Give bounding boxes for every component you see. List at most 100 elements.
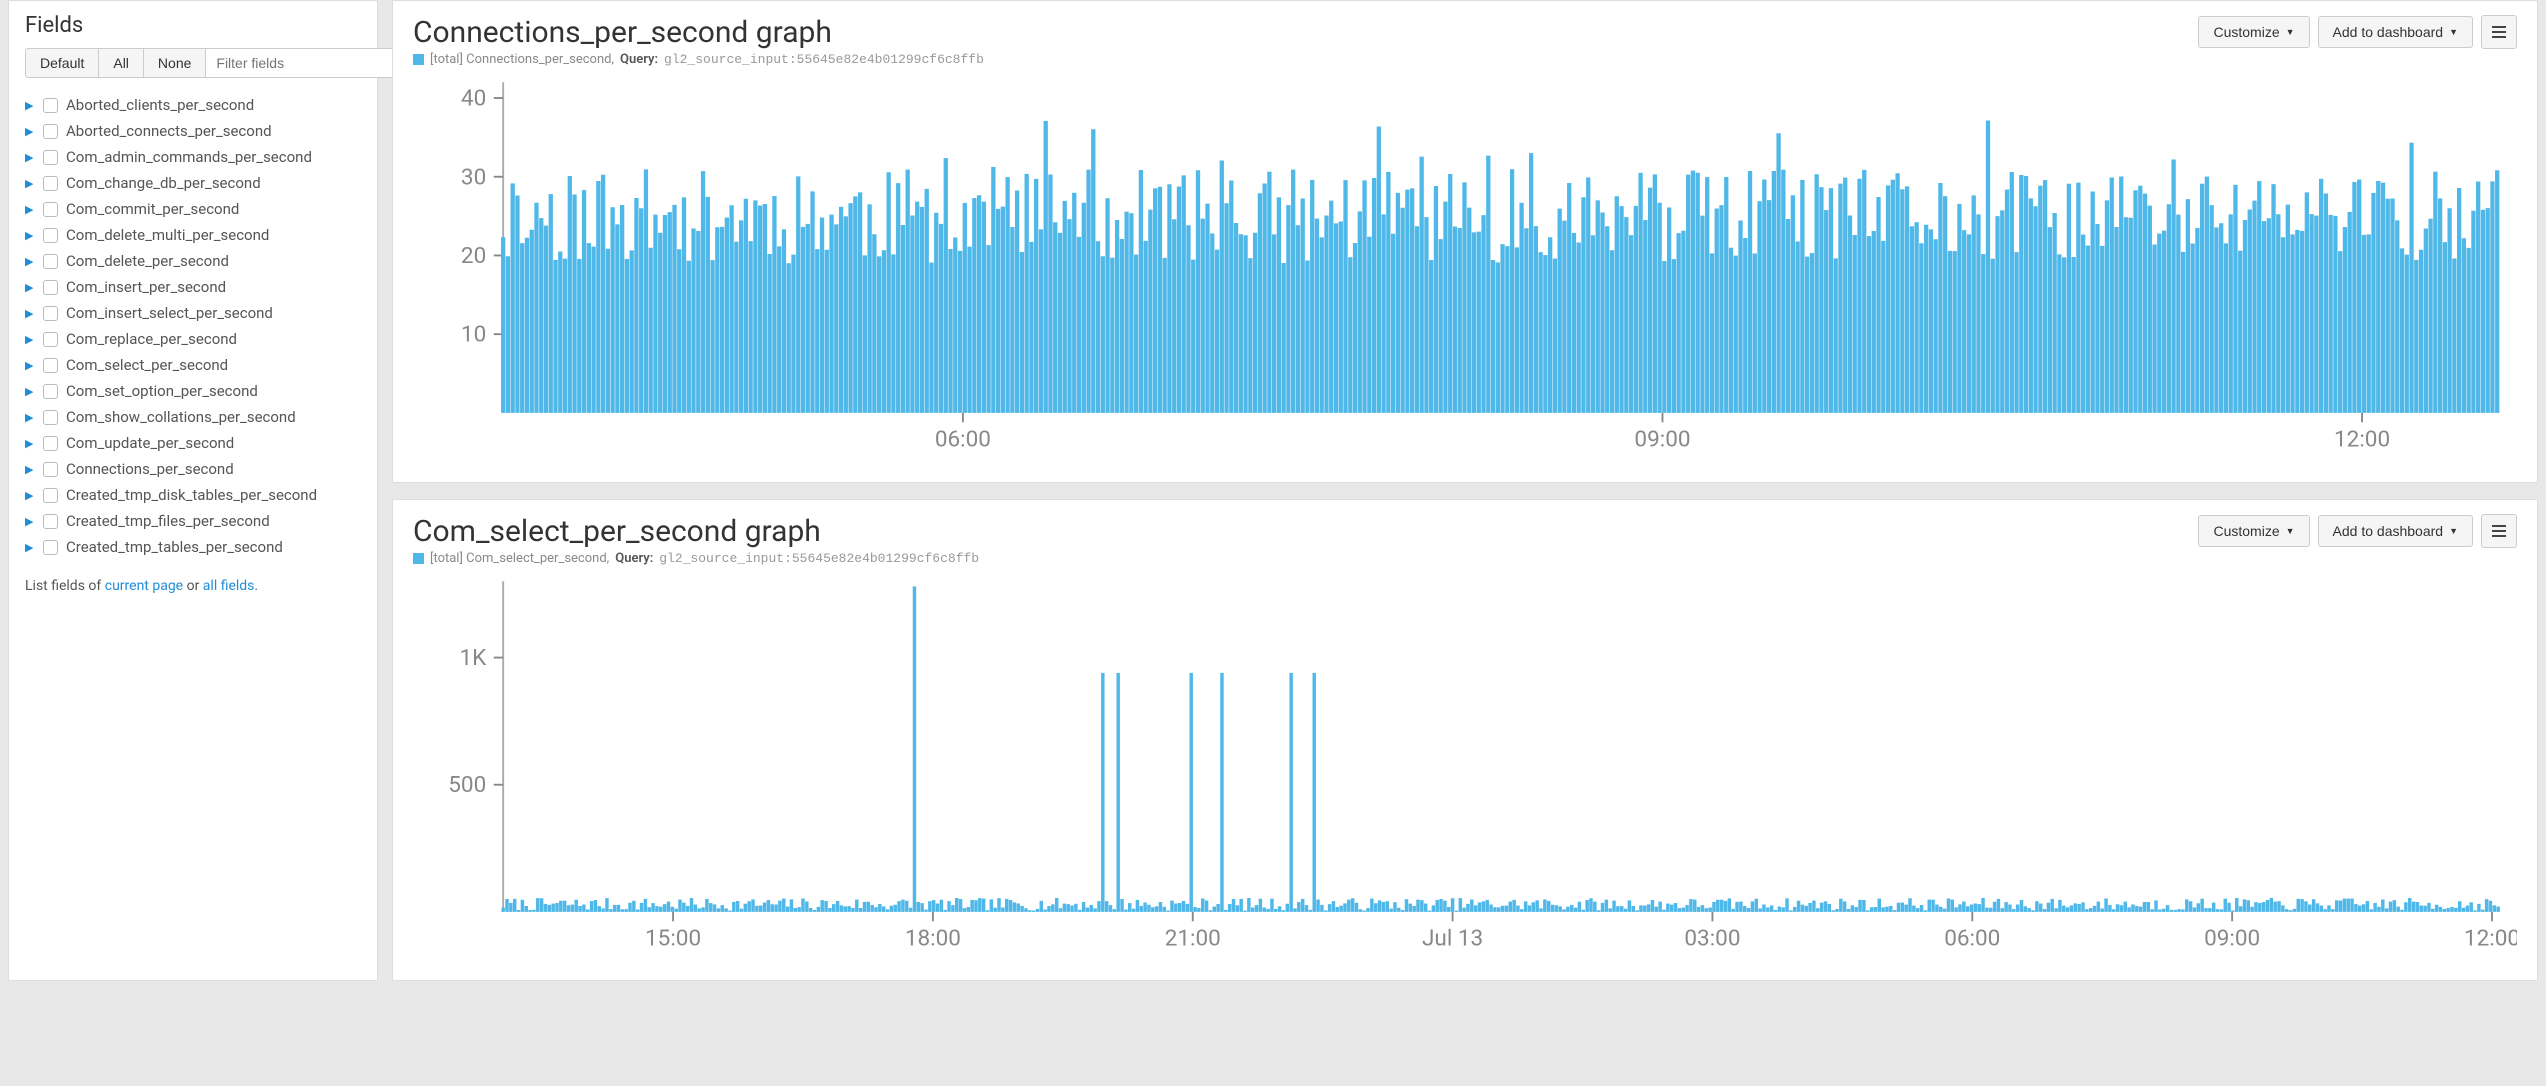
field-checkbox[interactable]: [43, 358, 58, 373]
field-name-label[interactable]: Aborted_connects_per_second: [66, 122, 272, 140]
field-name-label[interactable]: Com_commit_per_second: [66, 200, 239, 218]
expand-caret-icon[interactable]: ▶: [25, 151, 35, 164]
field-item: ▶ Aborted_clients_per_second: [25, 92, 361, 118]
svg-text:03:00: 03:00: [1684, 924, 1740, 951]
field-name-label[interactable]: Com_change_db_per_second: [66, 174, 261, 192]
field-name-label[interactable]: Created_tmp_files_per_second: [66, 512, 270, 530]
expand-caret-icon[interactable]: ▶: [25, 125, 35, 138]
svg-text:1K: 1K: [459, 644, 487, 671]
field-name-label[interactable]: Com_show_collations_per_second: [66, 408, 296, 426]
expand-caret-icon[interactable]: ▶: [25, 541, 35, 554]
field-checkbox[interactable]: [43, 150, 58, 165]
svg-text:09:00: 09:00: [1634, 426, 1690, 453]
field-checkbox[interactable]: [43, 436, 58, 451]
svg-text:15:00: 15:00: [645, 924, 701, 951]
expand-caret-icon[interactable]: ▶: [25, 255, 35, 268]
fields-all-button[interactable]: All: [98, 48, 144, 78]
field-checkbox[interactable]: [43, 280, 58, 295]
expand-caret-icon[interactable]: ▶: [25, 437, 35, 450]
expand-caret-icon[interactable]: ▶: [25, 99, 35, 112]
footer-suffix: .: [254, 578, 258, 594]
add-dashboard-label: Add to dashboard: [2333, 24, 2444, 40]
field-item: ▶ Aborted_connects_per_second: [25, 118, 361, 144]
svg-text:21:00: 21:00: [1165, 924, 1221, 951]
field-item: ▶ Created_tmp_files_per_second: [25, 508, 361, 534]
field-checkbox[interactable]: [43, 514, 58, 529]
caret-down-icon: ▼: [2286, 27, 2295, 37]
field-name-label[interactable]: Aborted_clients_per_second: [66, 96, 254, 114]
expand-caret-icon[interactable]: ▶: [25, 307, 35, 320]
field-checkbox[interactable]: [43, 540, 58, 555]
field-item: ▶ Com_show_collations_per_second: [25, 404, 361, 430]
expand-caret-icon[interactable]: ▶: [25, 359, 35, 372]
chart-panel-com-select: Com_select_per_second graph [total] Com_…: [392, 499, 2538, 982]
field-item: ▶ Com_change_db_per_second: [25, 170, 361, 196]
expand-caret-icon[interactable]: ▶: [25, 385, 35, 398]
chart1-query-label: Query:: [620, 52, 658, 67]
fields-filter-input[interactable]: [206, 48, 408, 78]
chart2-customize-button[interactable]: Customize ▼: [2198, 515, 2309, 547]
expand-caret-icon[interactable]: ▶: [25, 515, 35, 528]
chart1-customize-button[interactable]: Customize ▼: [2198, 16, 2309, 48]
expand-caret-icon[interactable]: ▶: [25, 229, 35, 242]
caret-down-icon: ▼: [2449, 526, 2458, 536]
field-name-label[interactable]: Connections_per_second: [66, 460, 234, 478]
field-checkbox[interactable]: [43, 462, 58, 477]
field-name-label[interactable]: Com_set_option_per_second: [66, 382, 258, 400]
expand-caret-icon[interactable]: ▶: [25, 489, 35, 502]
chart2-query-label: Query:: [615, 551, 653, 566]
fields-default-button[interactable]: Default: [25, 48, 99, 78]
chart2-menu-button[interactable]: [2481, 514, 2517, 548]
svg-text:30: 30: [461, 163, 486, 190]
footer-prefix: List fields of: [25, 578, 105, 594]
field-checkbox[interactable]: [43, 306, 58, 321]
expand-caret-icon[interactable]: ▶: [25, 411, 35, 424]
field-checkbox[interactable]: [43, 410, 58, 425]
expand-caret-icon[interactable]: ▶: [25, 177, 35, 190]
field-checkbox[interactable]: [43, 176, 58, 191]
field-item: ▶ Com_insert_per_second: [25, 274, 361, 300]
svg-text:40: 40: [461, 85, 486, 112]
svg-text:09:00: 09:00: [2204, 924, 2260, 951]
svg-text:20: 20: [461, 242, 486, 269]
svg-text:12:00: 12:00: [2334, 426, 2390, 453]
field-item: ▶ Com_commit_per_second: [25, 196, 361, 222]
field-name-label[interactable]: Created_tmp_disk_tables_per_second: [66, 486, 317, 504]
field-checkbox[interactable]: [43, 332, 58, 347]
field-item: ▶ Com_set_option_per_second: [25, 378, 361, 404]
field-name-label[interactable]: Com_update_per_second: [66, 434, 234, 452]
expand-caret-icon[interactable]: ▶: [25, 463, 35, 476]
all-fields-link[interactable]: all fields: [203, 578, 255, 594]
field-name-label[interactable]: Com_insert_select_per_second: [66, 304, 273, 322]
chart1-svg[interactable]: 1020304006:0009:0012:00: [413, 71, 2517, 466]
field-name-label[interactable]: Com_delete_per_second: [66, 252, 229, 270]
field-name-label[interactable]: Com_delete_multi_per_second: [66, 226, 269, 244]
field-checkbox[interactable]: [43, 254, 58, 269]
field-name-label[interactable]: Com_admin_commands_per_second: [66, 148, 312, 166]
field-item: ▶ Com_update_per_second: [25, 430, 361, 456]
field-checkbox[interactable]: [43, 384, 58, 399]
chart2-svg[interactable]: 5001K15:0018:0021:00Jul 1303:0006:0009:0…: [413, 570, 2517, 965]
expand-caret-icon[interactable]: ▶: [25, 333, 35, 346]
chart1-menu-button[interactable]: [2481, 15, 2517, 49]
expand-caret-icon[interactable]: ▶: [25, 281, 35, 294]
field-name-label[interactable]: Com_replace_per_second: [66, 330, 237, 348]
field-checkbox[interactable]: [43, 488, 58, 503]
svg-text:06:00: 06:00: [935, 426, 991, 453]
field-name-label[interactable]: Com_insert_per_second: [66, 278, 226, 296]
sidebar-title: Fields: [25, 13, 361, 38]
field-checkbox[interactable]: [43, 98, 58, 113]
chart2-legend-text: [total] Com_select_per_second,: [430, 551, 609, 566]
field-checkbox[interactable]: [43, 202, 58, 217]
field-name-label[interactable]: Com_select_per_second: [66, 356, 228, 374]
field-item: ▶ Com_replace_per_second: [25, 326, 361, 352]
field-name-label[interactable]: Created_tmp_tables_per_second: [66, 538, 283, 556]
expand-caret-icon[interactable]: ▶: [25, 203, 35, 216]
field-checkbox[interactable]: [43, 228, 58, 243]
chart2-add-dashboard-button[interactable]: Add to dashboard ▼: [2318, 515, 2473, 547]
chart-panel-connections: Connections_per_second graph [total] Con…: [392, 0, 2538, 483]
chart1-add-dashboard-button[interactable]: Add to dashboard ▼: [2318, 16, 2473, 48]
field-checkbox[interactable]: [43, 124, 58, 139]
current-page-link[interactable]: current page: [105, 578, 183, 594]
fields-none-button[interactable]: None: [143, 48, 206, 78]
